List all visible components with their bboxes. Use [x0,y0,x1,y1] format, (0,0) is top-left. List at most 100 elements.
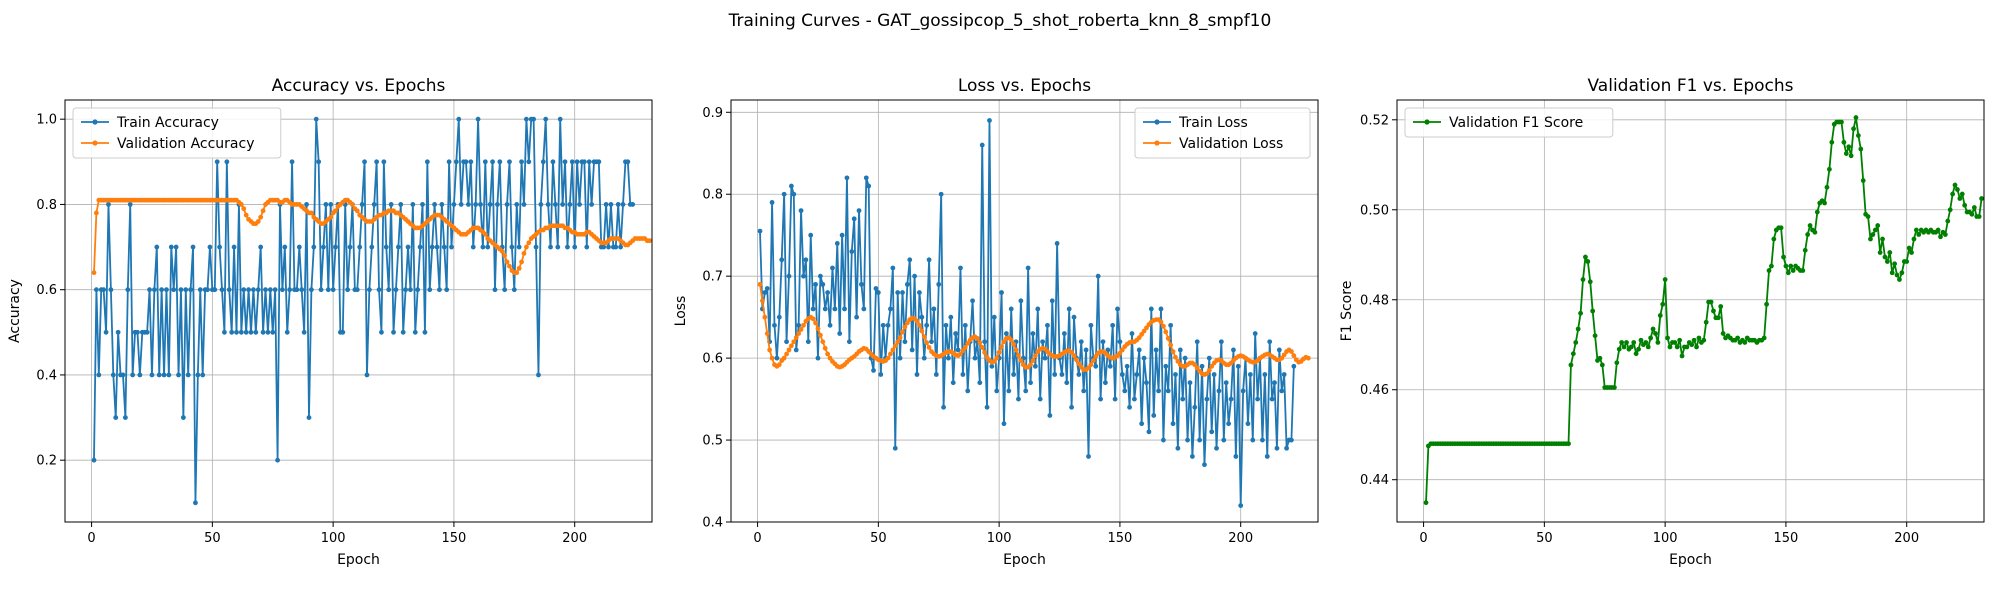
data-point [1032,363,1038,369]
data-point [526,240,532,246]
data-point [260,329,266,335]
data-point [545,202,551,207]
data-point [1976,214,1982,219]
data-point [400,329,406,335]
data-point [1189,454,1195,459]
data-point [333,244,338,250]
data-point [357,244,363,250]
data-point [1153,347,1159,353]
data-point [791,339,797,345]
data-point [156,372,162,378]
data-point [774,355,780,361]
data-point [757,228,763,234]
data-point [507,159,512,165]
data-point [931,306,937,312]
data-point [168,244,174,250]
data-point [888,351,893,357]
data-point [557,116,563,122]
data-point [255,287,261,293]
data-point [1872,227,1878,233]
y-tick-label: 0.9 [702,106,723,121]
data-point [243,329,249,335]
data-point [507,263,512,269]
data-point [108,287,114,293]
data-point [810,306,816,312]
data-point [760,298,765,304]
data-point [1877,250,1883,255]
data-point [589,202,595,207]
data-point [1187,380,1193,386]
data-point [444,287,450,293]
y-tick-label: 0.5 [702,434,723,449]
data-point [1165,336,1171,341]
data-point [912,273,917,279]
data-point [844,175,850,181]
data-point [1708,299,1714,305]
data-point [994,388,1000,394]
data-point [596,159,602,165]
data-point [1175,358,1181,364]
data-point [1566,441,1571,447]
legend-entry: Train Accuracy [116,115,219,131]
data-point [987,118,992,123]
data-point [1252,331,1258,336]
data-point [1962,202,1968,208]
data-point [280,287,285,293]
data-point [1185,437,1190,443]
data-point [924,322,930,328]
data-point [991,358,997,364]
data-point [1616,346,1622,352]
data-point [205,287,210,293]
data-point [796,331,802,336]
data-point [1906,245,1912,251]
data-point [924,340,930,345]
data-point [1117,350,1123,356]
x-tick-label: 150 [1108,531,1133,546]
data-point [890,347,896,353]
data-point [91,457,97,463]
data-point [1805,232,1811,237]
data-point [1636,346,1641,352]
data-point [842,306,847,312]
data-point [456,116,462,122]
data-point [1003,331,1009,336]
x-axis-label: Epoch [1669,552,1712,568]
data-point [345,287,351,293]
data-point [1095,273,1101,279]
data-point [817,332,823,338]
legend-swatch-marker [1424,119,1430,125]
data-point [1841,139,1847,145]
data-point [1144,325,1149,331]
data-point [873,286,879,291]
data-point [1045,322,1050,328]
data-point [1206,355,1212,361]
data-point [543,116,549,122]
data-point [1141,328,1147,334]
data-point [1913,227,1919,233]
data-point [1088,322,1094,328]
data-point [207,244,213,250]
data-point [762,290,768,295]
x-tick-label: 150 [442,531,467,546]
data-point [231,244,237,250]
data-point [1127,404,1132,410]
data-point [1904,259,1910,264]
data-point [914,372,920,377]
data-point [359,202,365,207]
data-point [979,142,985,148]
data-point [970,298,975,304]
data-point [895,290,901,295]
y-tick-label: 1.0 [36,113,57,128]
legend: Train Loss Validation Loss [1134,107,1311,159]
data-point [1281,372,1287,377]
data-point [788,343,794,349]
data-point [1161,323,1166,329]
data-point [1194,339,1200,345]
data-point [1023,388,1029,394]
data-point [781,355,787,361]
data-point [1824,184,1830,190]
data-point [1076,361,1082,367]
data-point [113,415,119,420]
y-tick-label: 0.2 [36,454,57,469]
data-point [178,287,184,293]
